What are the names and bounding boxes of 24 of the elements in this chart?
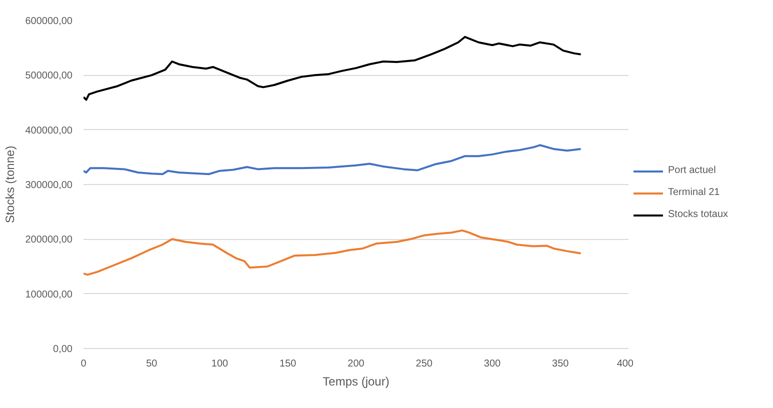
- x-tick-label: 0: [80, 358, 87, 370]
- y-tick-label: 400000,00: [25, 125, 73, 136]
- x-tick-label: 250: [416, 358, 433, 370]
- line-series: [84, 229, 582, 276]
- x-tick-label: 400: [616, 358, 634, 370]
- legend-label: Port actuel: [668, 165, 716, 176]
- y-tick-label: 600000,00: [25, 16, 73, 27]
- x-tick-label: 200: [348, 358, 365, 370]
- line-series: [84, 144, 582, 176]
- y-axis-title: Stocks (tonne): [3, 146, 18, 224]
- y-tick-label: 300000,00: [25, 180, 73, 191]
- y-tick-label: 500000,00: [25, 70, 73, 82]
- y-tick-label: 0,00: [53, 344, 73, 355]
- x-tick-label: 100: [211, 358, 229, 370]
- legend-label: Terminal 21: [668, 187, 720, 198]
- y-tick-label: 200000,00: [25, 234, 73, 246]
- x-axis-title: Temps (jour): [322, 374, 390, 388]
- legend-label: Stocks totaux: [668, 209, 728, 220]
- line-series: [84, 36, 582, 101]
- x-tick-label: 50: [146, 358, 158, 370]
- y-tick-label: 100000,00: [25, 289, 73, 300]
- x-tick-label: 300: [484, 358, 502, 370]
- x-tick-label: 350: [552, 358, 570, 370]
- x-tick-label: 150: [280, 358, 297, 370]
